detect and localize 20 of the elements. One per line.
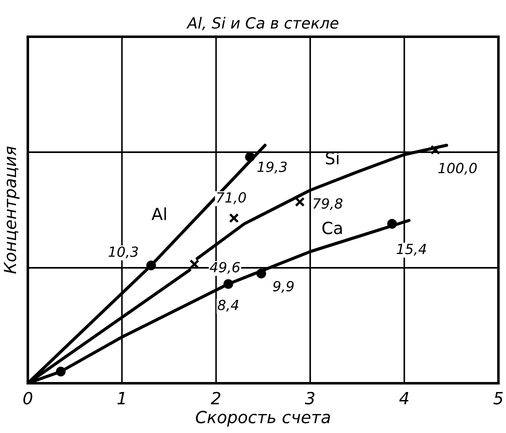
x-tick-label: 4 bbox=[399, 392, 408, 404]
series-label: Al bbox=[152, 207, 166, 220]
annotation: 9,9 bbox=[273, 280, 294, 293]
annotation: 8,4 bbox=[218, 300, 238, 312]
x-axis-title: Скорость счета bbox=[196, 410, 330, 427]
series-label: Ca bbox=[322, 222, 342, 234]
annotation: 71,0 bbox=[216, 192, 246, 204]
annotation: 100,0 bbox=[438, 162, 477, 175]
x-tick-label: 1 bbox=[117, 392, 125, 404]
x-tick-label: 2 bbox=[210, 392, 220, 404]
x-tick-label: 0 bbox=[23, 392, 32, 404]
annotation: 49,6 bbox=[210, 262, 240, 274]
x-tick-label: 3 bbox=[304, 392, 314, 404]
annotation: 10,3 bbox=[108, 246, 138, 258]
annotation: 15,4 bbox=[396, 244, 426, 256]
annotation: 79,8 bbox=[313, 198, 342, 210]
x-tick-label: 5 bbox=[493, 392, 503, 404]
annotation: 19,3 bbox=[257, 162, 287, 174]
y-axis-title: Концентрация bbox=[4, 146, 20, 274]
chart-title: Al, Si и Ca в стекле bbox=[186, 16, 338, 30]
